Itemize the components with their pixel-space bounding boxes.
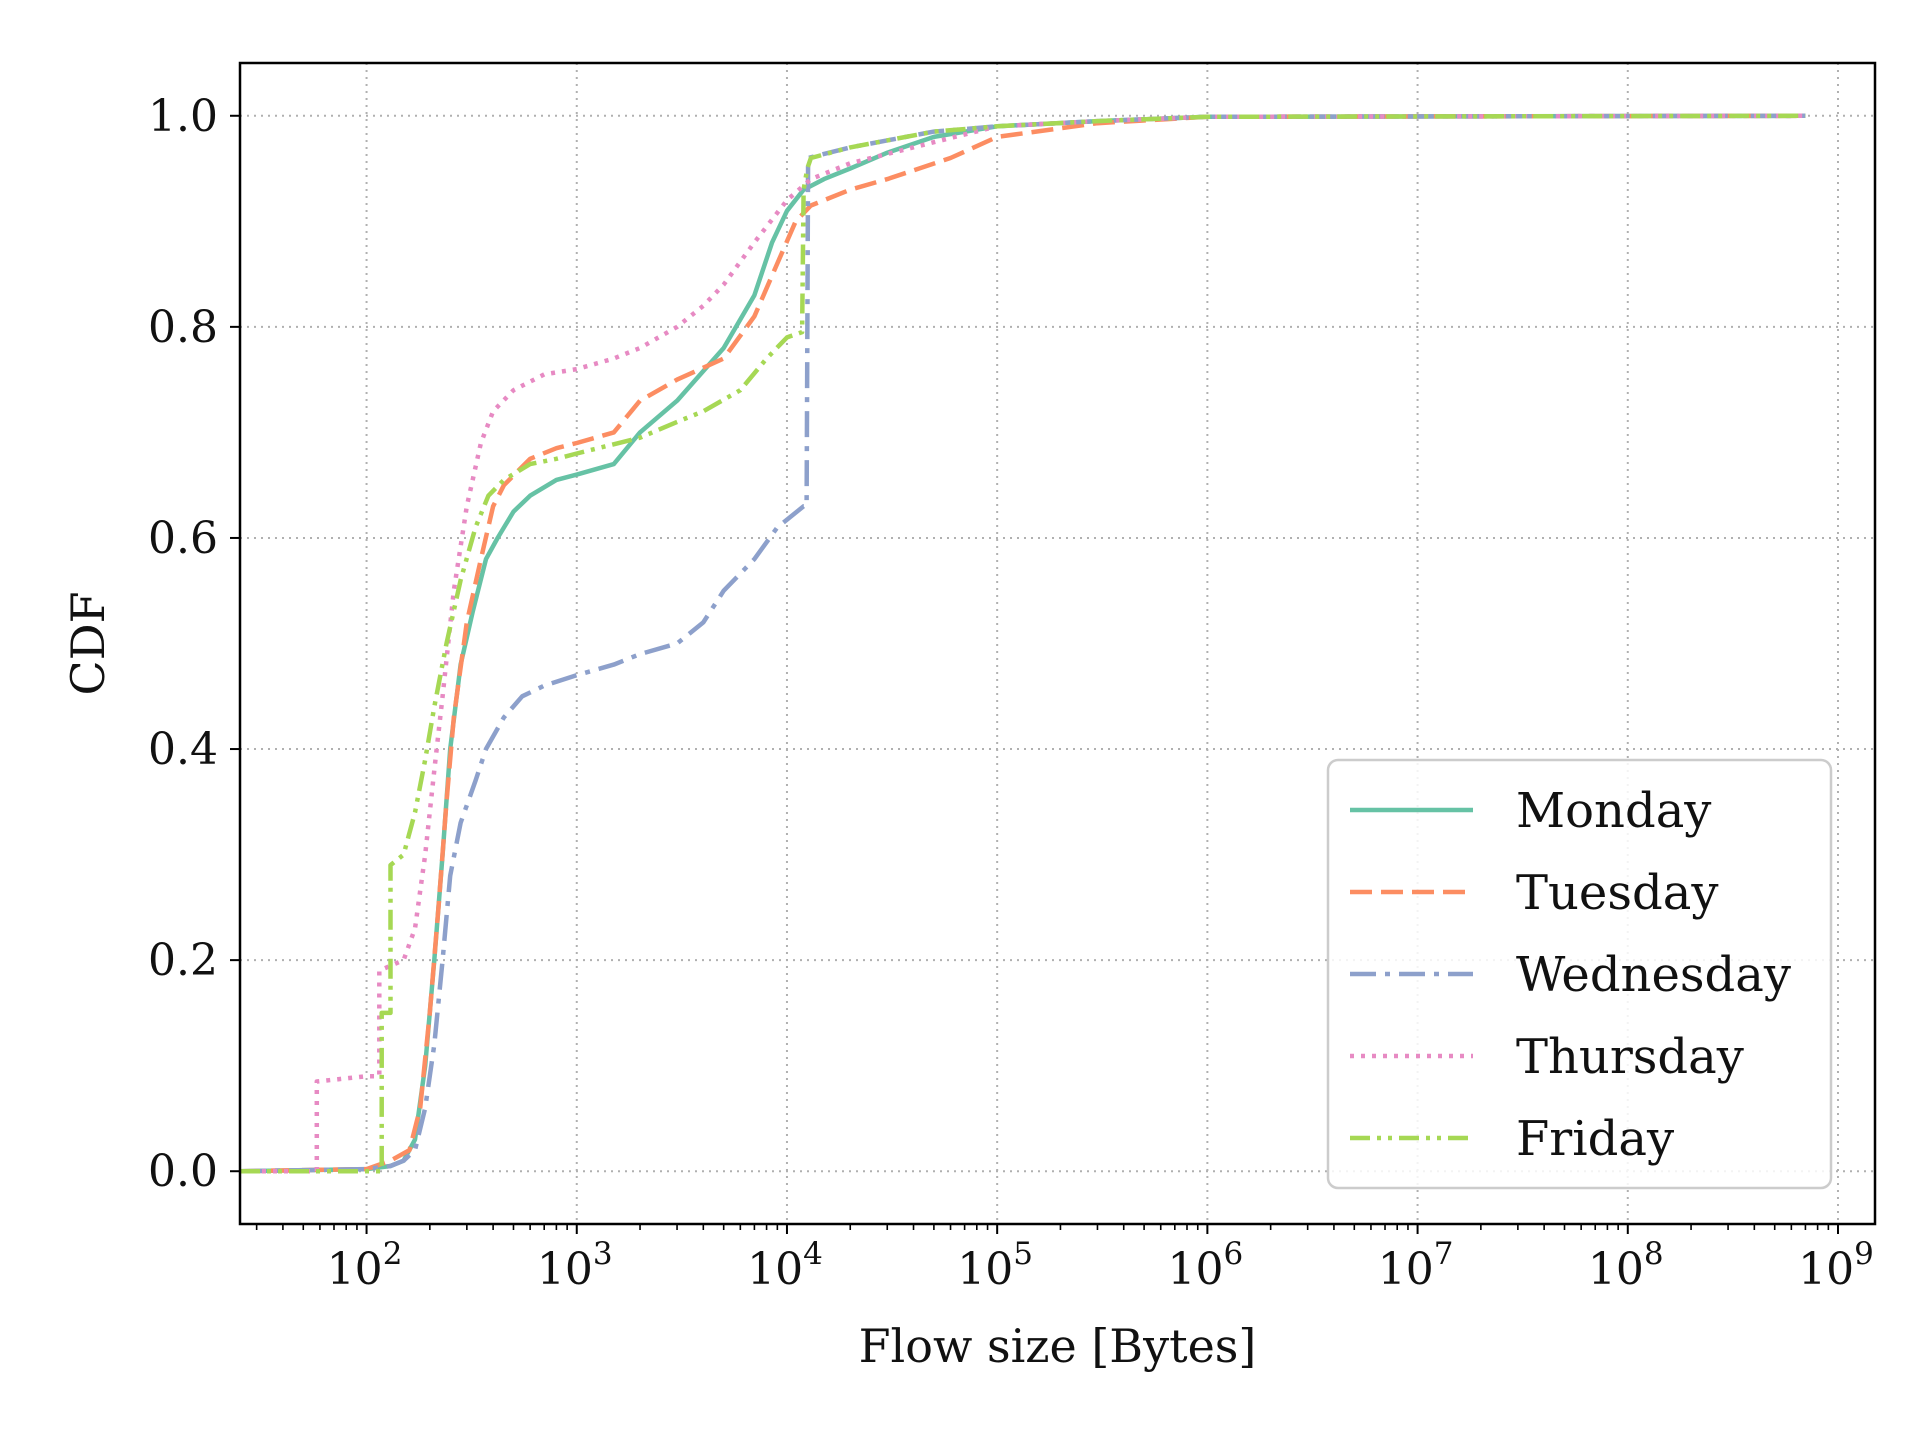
series-line-wednesday: [239, 113, 1806, 1174]
series-line-tuesday: [239, 113, 1806, 1174]
legend-label-tuesday: Tuesday: [1516, 865, 1718, 921]
y-axis-ticks: 0.0 0.2 0.4 0.6 0.8 1.0: [148, 91, 240, 1197]
x-tick-label: 104: [747, 1236, 823, 1295]
x-tick-label: 105: [957, 1236, 1033, 1295]
series-lines: [239, 113, 1806, 1174]
x-tick-label: 109: [1798, 1236, 1874, 1295]
x-tick-label: 107: [1378, 1236, 1454, 1295]
legend-label-monday: Monday: [1516, 783, 1711, 839]
legend-label-friday: Friday: [1516, 1111, 1674, 1167]
y-tick-label: 0.2: [148, 935, 218, 986]
legend-label-wednesday: Wednesday: [1516, 947, 1791, 1003]
y-tick-label: 0.6: [148, 513, 218, 564]
legend-box: [1326, 758, 1833, 1190]
y-tick-label: 0.0: [148, 1146, 218, 1197]
x-tick-label: 102: [327, 1236, 403, 1295]
y-tick-label: 0.4: [148, 724, 218, 775]
x-tick-label: 106: [1168, 1236, 1244, 1295]
x-axis-label: Flow size [Bytes]: [859, 1319, 1257, 1373]
legend: Monday Tuesday Wednesday Thursday Friday: [1326, 758, 1833, 1190]
y-axis-label: CDF: [61, 592, 115, 696]
x-axis-ticks: 102 103 104 105 106 107 108 109: [255, 1224, 1874, 1295]
legend-label-thursday: Thursday: [1516, 1029, 1744, 1085]
x-tick-label: 103: [537, 1236, 613, 1295]
plot-frame: [238, 61, 1877, 1226]
series-line-friday: [240, 113, 1806, 1174]
y-tick-label: 1.0: [148, 91, 218, 142]
x-tick-label: 108: [1588, 1236, 1664, 1295]
y-tick-label: 0.8: [148, 302, 218, 353]
